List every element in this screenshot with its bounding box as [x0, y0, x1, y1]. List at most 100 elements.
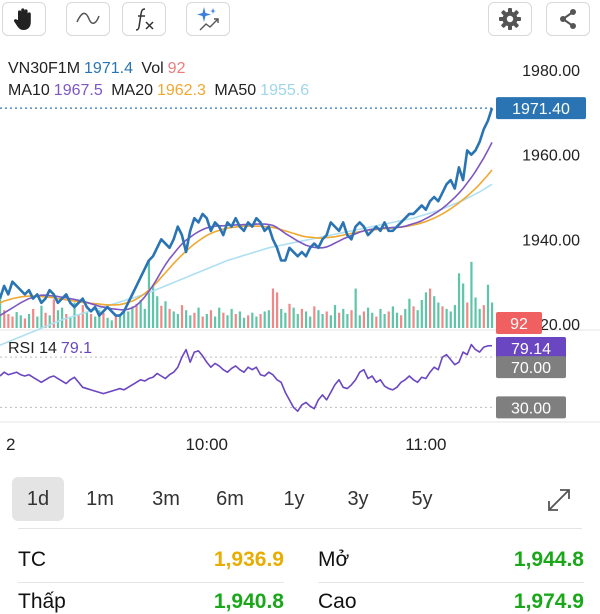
volume-bar	[23, 318, 27, 328]
rsi-legend: RSI 14 79.1	[8, 340, 96, 358]
x-tick-label: 2	[6, 435, 15, 454]
price-lines	[0, 107, 494, 346]
volume-bar	[234, 314, 237, 328]
rsi-tag-1: 70.00	[496, 356, 566, 379]
settings-button[interactable]	[488, 2, 532, 36]
last-price-tag-bg	[496, 97, 586, 120]
volume-bar	[424, 292, 428, 328]
volume-bar	[309, 316, 312, 328]
expand-icon[interactable]	[546, 487, 572, 513]
volume-bar	[85, 312, 89, 328]
ma50-value: 1955.6	[260, 82, 310, 99]
volume-bar	[371, 312, 374, 328]
ma-legend: MA10 1967.5 MA20 1962.3 MA50 1955.6	[8, 82, 313, 100]
volume-bar	[276, 292, 279, 328]
volume-bar	[321, 314, 324, 328]
volume-bar	[383, 314, 386, 328]
rsi-label: RSI 14	[8, 340, 57, 357]
indicator-button[interactable]	[122, 2, 166, 36]
volume-bar	[209, 310, 213, 328]
rsi-panel	[0, 343, 494, 412]
tab-1m[interactable]: 1m	[86, 487, 114, 510]
volume-bar	[160, 305, 163, 328]
hand-tool-button[interactable]	[2, 2, 46, 36]
volume-bar	[40, 305, 43, 328]
rsi-tag-2: 30.00	[496, 396, 566, 419]
volume-bar	[36, 316, 39, 328]
volume-bar	[222, 312, 225, 328]
y-tick-label: 1980.00	[522, 63, 580, 80]
volume-bar	[416, 310, 419, 328]
volume-bar	[466, 302, 469, 328]
stats-row-divider-left	[18, 582, 284, 583]
volume-bar	[19, 315, 22, 328]
volume-bar	[453, 305, 456, 328]
stats-divider	[18, 528, 582, 529]
volume-bar	[135, 303, 138, 328]
mo-label: Mở	[318, 548, 350, 571]
volume-tag-bg	[496, 312, 542, 334]
volume-bar	[238, 311, 241, 328]
vol-value: 92	[167, 60, 186, 77]
sparkle-drawing-icon	[197, 7, 219, 31]
volume-bar	[329, 315, 332, 328]
volume-bar	[89, 314, 93, 328]
line-tool-button[interactable]	[66, 2, 110, 36]
volume-bar	[404, 308, 407, 328]
volume-bar	[433, 296, 436, 328]
tab-1y[interactable]: 1y	[283, 487, 305, 510]
volume-bar	[362, 311, 366, 328]
volume-bar	[346, 314, 349, 328]
volume-bar	[32, 308, 35, 328]
volume-bar	[27, 314, 31, 328]
volume-bar	[379, 308, 382, 328]
price-tags: 1971.40 92 79.14 70.00 30.00	[496, 97, 586, 419]
series-line-ma50	[0, 183, 493, 346]
volume-bar	[338, 312, 341, 328]
volume-bar	[151, 284, 155, 328]
ma10-value: 1967.5	[53, 82, 103, 99]
volume-bar	[300, 308, 304, 328]
volume-bar	[441, 306, 444, 328]
last-price-tag-text: 1971.40	[512, 101, 570, 118]
volume-bar	[267, 310, 270, 328]
x-tick-label: 10:00	[185, 435, 228, 454]
volume-bar	[408, 298, 411, 328]
tab-5y[interactable]: 5y	[411, 487, 433, 510]
volume-bar	[288, 303, 291, 328]
volume-bar	[180, 305, 184, 328]
rsi-tag-2-bg	[496, 396, 566, 419]
rsi-tag-2-text: 30.00	[511, 400, 551, 417]
rsi-tag-0-text: 79.14	[511, 341, 551, 358]
volume-bar	[375, 316, 378, 328]
volume-bar	[263, 311, 266, 328]
volume-bar	[412, 306, 415, 328]
chart-toolbar	[0, 0, 600, 44]
tab-1d[interactable]: 1d	[12, 477, 64, 521]
price-legend: VN30F1M 1971.4 Vol 92	[8, 60, 189, 78]
tab-3m[interactable]: 3m	[152, 487, 180, 510]
volume-bar	[7, 314, 10, 328]
magic-drawing-button[interactable]	[186, 2, 230, 36]
volume-bar	[395, 312, 399, 328]
volume-bar	[333, 305, 337, 328]
y-tick-label: 1940.00	[522, 232, 580, 249]
volume-tag: 92	[496, 312, 542, 334]
tab-3y[interactable]: 3y	[347, 487, 369, 510]
volume-bar	[391, 306, 394, 328]
volume-bar	[52, 299, 55, 328]
volume-bar	[387, 311, 390, 328]
volume-bar	[0, 293, 2, 328]
series-line-ma20	[0, 169, 493, 306]
volume-bar	[114, 315, 117, 328]
volume-bar	[168, 308, 171, 328]
volume-bar	[69, 317, 72, 328]
volume-bar	[304, 311, 308, 328]
share-button[interactable]	[546, 2, 590, 36]
tab-6m[interactable]: 6m	[216, 487, 244, 510]
volume-bar	[342, 308, 345, 328]
volume-bar	[428, 288, 432, 328]
volume-bars	[0, 261, 494, 328]
vol-label: Vol	[141, 60, 164, 77]
